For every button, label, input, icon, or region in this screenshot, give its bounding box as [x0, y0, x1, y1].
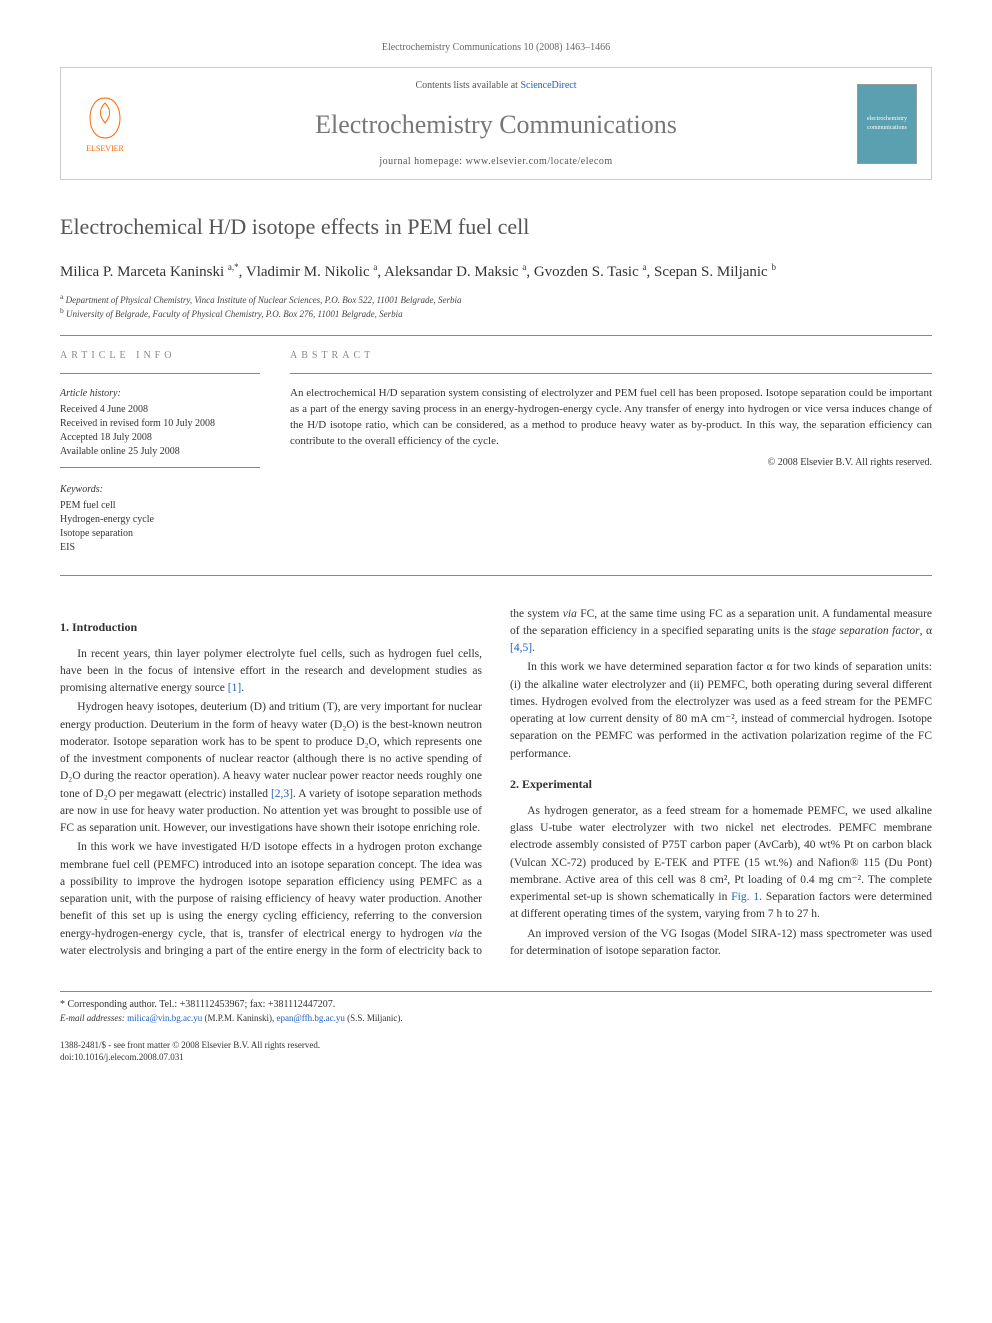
experimental-heading: 2. Experimental: [510, 775, 932, 793]
corresponding-author-line: * Corresponding author. Tel.: +381112453…: [60, 998, 932, 1012]
sciencedirect-link[interactable]: ScienceDirect: [520, 80, 576, 91]
rule-keywords: [60, 467, 260, 468]
intro-paragraph: In this work we have determined separati…: [510, 659, 932, 763]
abstract-column: ABSTRACT An electrochemical H/D separati…: [290, 348, 932, 555]
rule-bottom: [60, 575, 932, 576]
keyword: EIS: [60, 541, 260, 555]
article-info-label: ARTICLE INFO: [60, 348, 260, 363]
article-title: Electrochemical H/D isotope effects in P…: [60, 210, 932, 243]
elsevier-logo: ELSEVIER: [75, 89, 135, 159]
history-heading: Article history:: [60, 386, 260, 401]
rule-info: [60, 373, 260, 374]
abstract-label: ABSTRACT: [290, 348, 932, 363]
fig-1-link[interactable]: Fig. 1: [731, 891, 759, 903]
keywords-heading: Keywords:: [60, 482, 260, 497]
contents-line: Contents lists available at ScienceDirec…: [135, 78, 857, 93]
history-line: Accepted 18 July 2008: [60, 431, 260, 445]
rule-abstract: [290, 373, 932, 374]
body-columns: 1. Introduction In recent years, thin la…: [60, 606, 932, 962]
journal-header-box: ELSEVIER Contents lists available at Sci…: [60, 67, 932, 180]
experimental-paragraph: An improved version of the VG Isogas (Mo…: [510, 926, 932, 961]
history-line: Received 4 June 2008: [60, 403, 260, 417]
ref-link-23[interactable]: [2,3]: [271, 788, 293, 800]
ref-link-1[interactable]: [1]: [228, 682, 241, 694]
history-line: Received in revised form 10 July 2008: [60, 417, 260, 431]
keyword: Hydrogen-energy cycle: [60, 513, 260, 527]
history-line: Available online 25 July 2008: [60, 445, 260, 459]
journal-name: Electrochemistry Communications: [135, 105, 857, 144]
article-info-column: ARTICLE INFO Article history: Received 4…: [60, 348, 260, 555]
rule-top: [60, 335, 932, 336]
email-link-2[interactable]: epan@ffh.bg.ac.yu: [276, 1013, 344, 1023]
email-link-1[interactable]: milica@vin.bg.ac.yu: [127, 1013, 202, 1023]
journal-homepage: journal homepage: www.elsevier.com/locat…: [135, 154, 857, 169]
doi-line: doi:10.1016/j.elecom.2008.07.031: [60, 1051, 320, 1064]
experimental-paragraph: As hydrogen generator, as a feed stream …: [510, 803, 932, 924]
keyword: Isotope separation: [60, 527, 260, 541]
journal-issue-line: Electrochemistry Communications 10 (2008…: [60, 40, 932, 55]
journal-cover-thumb: electrochemistry communications: [857, 84, 917, 164]
email-addresses-line: E-mail addresses: milica@vin.bg.ac.yu (M…: [60, 1012, 932, 1025]
footer-issn-doi: 1388-2481/$ - see front matter © 2008 El…: [60, 1039, 932, 1064]
footer-block: * Corresponding author. Tel.: +381112453…: [60, 991, 932, 1064]
abstract-copyright: © 2008 Elsevier B.V. All rights reserved…: [290, 455, 932, 470]
affiliations: a Department of Physical Chemistry, Vinc…: [60, 292, 932, 321]
issn-line: 1388-2481/$ - see front matter © 2008 El…: [60, 1039, 320, 1052]
authors-line: Milica P. Marceta Kaninski a,*, Vladimir…: [60, 261, 932, 284]
abstract-text: An electrochemical H/D separation system…: [290, 386, 932, 450]
keyword: PEM fuel cell: [60, 499, 260, 513]
intro-paragraph: Hydrogen heavy isotopes, deuterium (D) a…: [60, 699, 482, 837]
ref-link-45[interactable]: [4,5]: [510, 642, 532, 654]
intro-paragraph: In recent years, thin layer polymer elec…: [60, 646, 482, 698]
info-abstract-row: ARTICLE INFO Article history: Received 4…: [60, 348, 932, 555]
header-center: Contents lists available at ScienceDirec…: [135, 78, 857, 169]
intro-heading: 1. Introduction: [60, 618, 482, 636]
